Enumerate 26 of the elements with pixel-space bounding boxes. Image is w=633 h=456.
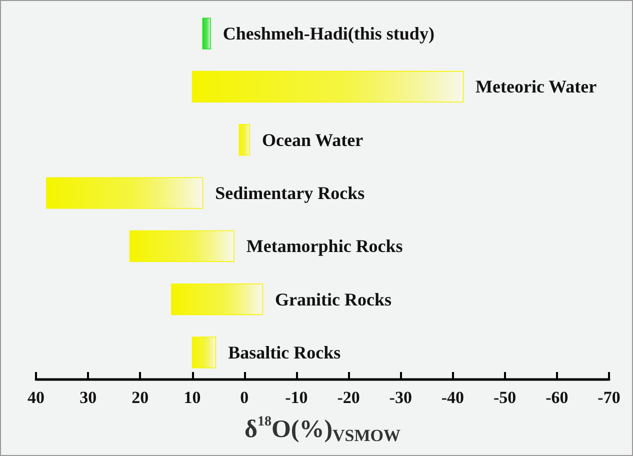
x-tick-label: 0 bbox=[240, 388, 249, 407]
y-tick-label: Sedimentary Rocks bbox=[215, 183, 365, 203]
x-tick-label: -30 bbox=[389, 388, 412, 407]
x-tick-label: 20 bbox=[132, 388, 149, 407]
bar bbox=[129, 230, 234, 262]
x-tick-label: -50 bbox=[493, 388, 516, 407]
bar bbox=[238, 124, 250, 156]
x-tick-label: -40 bbox=[441, 388, 464, 407]
bar bbox=[192, 336, 216, 368]
y-tick-label: Basaltic Rocks bbox=[228, 342, 341, 362]
bar bbox=[171, 283, 263, 316]
x-tick-label: 40 bbox=[28, 388, 44, 407]
y-tick-label: Ocean Water bbox=[262, 130, 364, 150]
bar bbox=[202, 18, 211, 50]
bar bbox=[192, 70, 464, 103]
x-tick-label: -60 bbox=[546, 388, 568, 407]
x-tick-label: -20 bbox=[337, 388, 360, 407]
x-tick-label: -10 bbox=[285, 388, 308, 407]
bar bbox=[46, 177, 204, 209]
x-tick-label: -70 bbox=[598, 388, 620, 407]
x-tick-label: 10 bbox=[184, 388, 201, 407]
y-tick-label: Metamorphic Rocks bbox=[246, 236, 403, 256]
y-tick-label: Granitic Rocks bbox=[274, 289, 392, 310]
y-tick-label: Cheshmeh-Hadi(this study) bbox=[222, 24, 434, 44]
y-tick-label: Meteoric Water bbox=[476, 76, 597, 97]
x-tick-label: 30 bbox=[80, 388, 97, 407]
